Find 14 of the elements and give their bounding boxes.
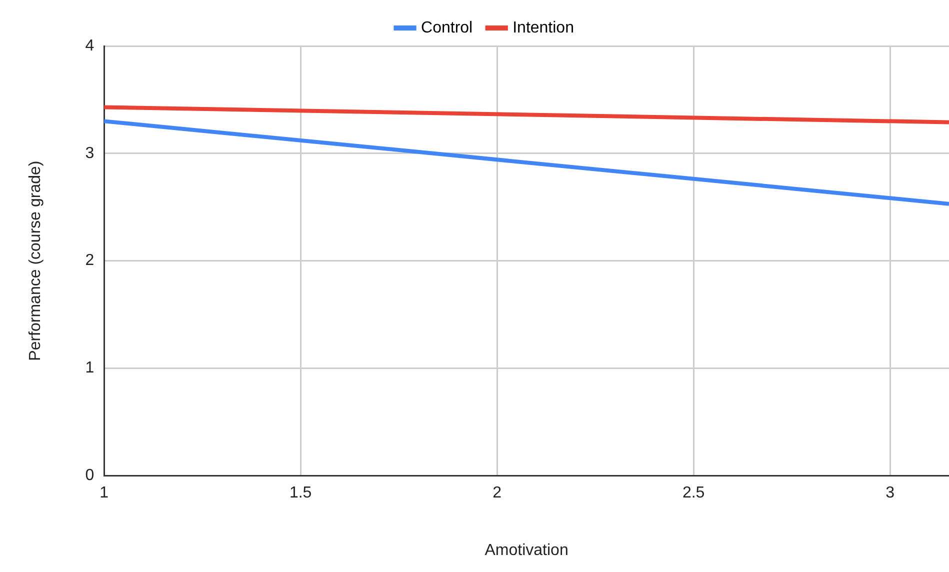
x-axis-title: Amotivation: [484, 542, 568, 559]
x-tick-label: 1: [100, 484, 109, 502]
y-tick-label: 3: [85, 144, 94, 162]
y-axis-title: Performance (course grade): [27, 160, 44, 361]
y-tick-label: 2: [85, 252, 94, 270]
legend-label: Control: [421, 19, 473, 36]
legend-label: Intention: [512, 19, 574, 36]
y-tick-label: 0: [85, 467, 94, 484]
x-tick-label: 2.5: [682, 484, 705, 502]
y-tick-label: 1: [85, 360, 94, 377]
x-tick-label: 2: [492, 484, 502, 502]
x-tick-label: 3: [886, 484, 895, 502]
x-tick-label: 1.5: [289, 484, 312, 502]
y-tick-label: 4: [85, 37, 94, 54]
